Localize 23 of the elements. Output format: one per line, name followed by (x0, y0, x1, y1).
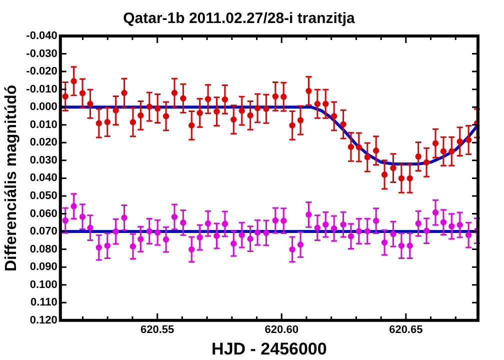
y-tick-label: 0.090 (30, 261, 58, 274)
y-tick-label: 0.000 (30, 101, 58, 114)
y-tick-label: 0.060 (30, 208, 58, 220)
y-tick-label: 0.030 (30, 154, 58, 166)
y-tick-label: 0.100 (30, 278, 58, 291)
y-tick-label: 0.110 (30, 296, 58, 309)
y-tick-label: 0.020 (30, 136, 58, 149)
x-tick-label: 620.60 (264, 324, 298, 336)
y-axis-title: Differenciális magnitúdó (3, 84, 20, 272)
y-tick-label: 0.010 (30, 118, 58, 131)
y-tick-label: -0.010 (26, 83, 58, 96)
y-tick-label: 0.050 (30, 190, 58, 202)
y-tick-label: 0.120 (30, 314, 58, 326)
y-tick-label: 0.080 (30, 243, 58, 256)
y-tick-label: -0.030 (26, 48, 58, 60)
y-tick-label: -0.040 (26, 30, 58, 42)
chart-title: Qatar-1b 2011.02.27/28-i tranzitja (123, 10, 356, 28)
x-tick-label: 620.55 (140, 324, 174, 336)
y-tick-label: 0.040 (30, 172, 58, 184)
x-tick-label: 620.65 (389, 324, 423, 336)
x-axis-title: HJD - 2456000 (212, 339, 327, 358)
y-tick-label: 0.070 (30, 226, 58, 238)
y-tick-label: -0.020 (26, 66, 58, 78)
